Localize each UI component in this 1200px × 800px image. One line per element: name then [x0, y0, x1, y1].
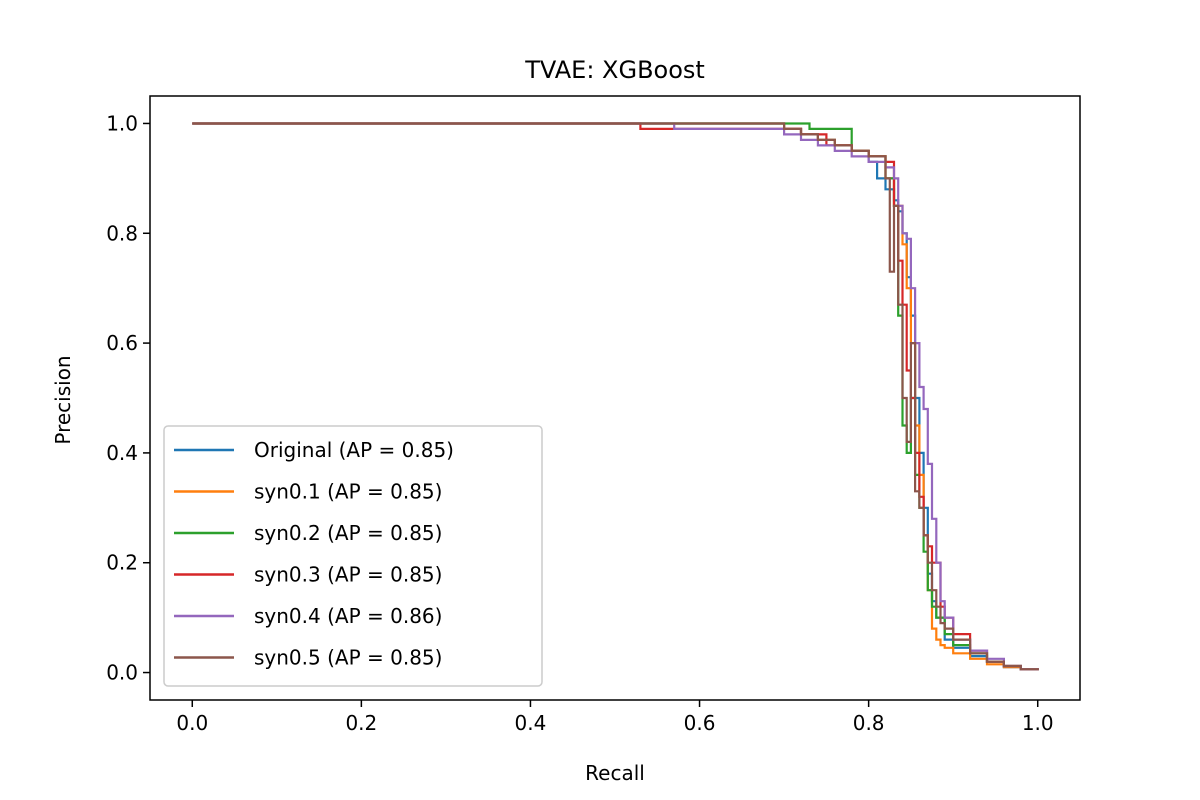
legend-label-0: Original (AP = 0.85)	[254, 438, 454, 462]
y-tick-label: 0.0	[106, 661, 138, 685]
series-line-5	[192, 122, 1039, 671]
legend-label-2: syn0.2 (AP = 0.85)	[254, 521, 442, 545]
x-axis-ticks: 0.0 0.2 0.4 0.6 0.8 1.0	[176, 700, 1054, 735]
x-tick-label: 0.8	[853, 711, 885, 735]
plot-frame	[149, 95, 1081, 701]
y-tick-label: 0.6	[106, 331, 138, 355]
y-axis-label: Precision	[51, 355, 75, 444]
x-tick-label: 0.6	[684, 711, 716, 735]
legend-label-1: syn0.1 (AP = 0.85)	[254, 480, 442, 504]
x-tick-label: 1.0	[1022, 711, 1054, 735]
legend-box	[163, 425, 543, 687]
legend-label-5: syn0.5 (AP = 0.85)	[254, 646, 442, 670]
y-tick-label: 0.4	[106, 441, 138, 465]
x-tick-label: 0.4	[515, 711, 547, 735]
x-tick-label: 0.0	[176, 711, 208, 735]
y-axis-ticks: 0.0 0.2 0.4 0.6 0.8 1.0	[106, 111, 150, 685]
y-tick-label: 0.8	[106, 221, 138, 245]
y-tick-label: 0.2	[106, 551, 138, 575]
legend-label-3: syn0.3 (AP = 0.85)	[254, 563, 442, 587]
legend-label-4: syn0.4 (AP = 0.86)	[254, 604, 442, 628]
chart-title: TVAE: XGBoost	[524, 56, 705, 84]
x-axis-label: Recall	[585, 761, 645, 785]
y-tick-label: 1.0	[106, 111, 138, 135]
x-tick-label: 0.2	[345, 711, 377, 735]
legend: Original (AP = 0.85) syn0.1 (AP = 0.85) sy…	[163, 425, 543, 687]
plot-lines	[192, 122, 1039, 671]
